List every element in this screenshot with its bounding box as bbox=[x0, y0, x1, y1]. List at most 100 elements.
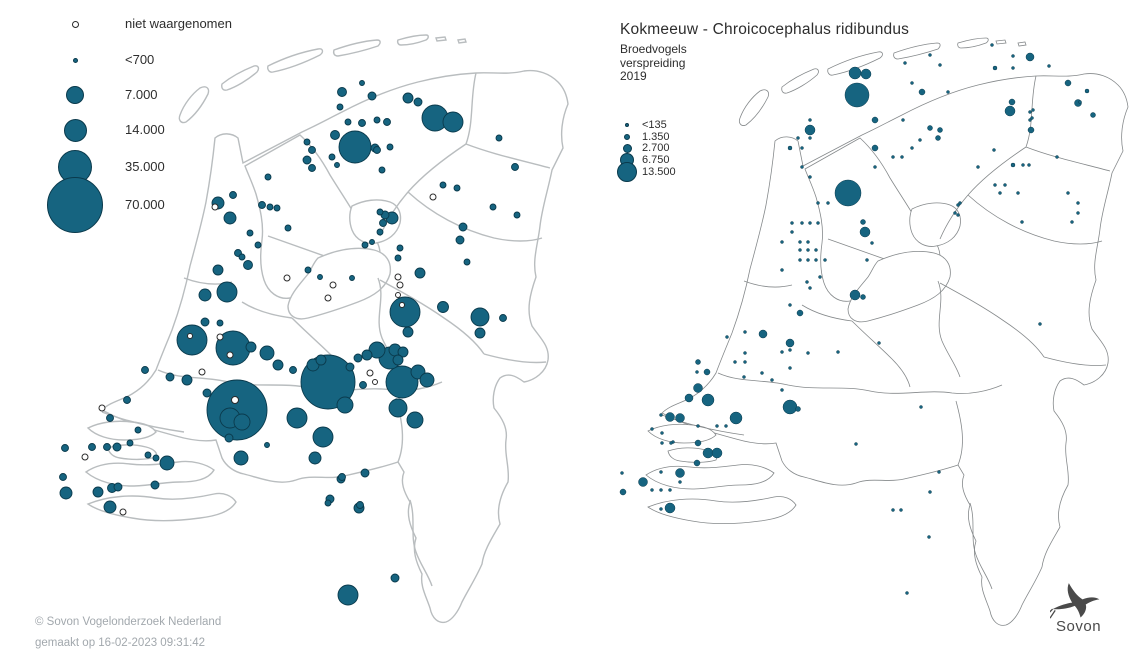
colony-bubble bbox=[489, 203, 497, 211]
wadden-island-ameland bbox=[893, 42, 941, 60]
colony-bubble bbox=[284, 224, 292, 232]
colony-bubble bbox=[499, 314, 507, 322]
distribution-dot bbox=[873, 165, 877, 169]
legend-circle bbox=[63, 118, 87, 142]
colony-bubble bbox=[308, 451, 322, 465]
generated-timestamp: gemaakt op 16-02-2023 09:31:42 bbox=[35, 637, 206, 649]
right-map bbox=[619, 37, 1129, 626]
distribution-dot bbox=[935, 135, 941, 141]
legend-label: 2.700 bbox=[642, 142, 670, 154]
colony-bubble bbox=[289, 366, 297, 374]
distribution-dot bbox=[665, 412, 675, 422]
colony-bubble bbox=[245, 341, 257, 353]
distribution-dot bbox=[928, 53, 932, 57]
distribution-dot bbox=[711, 447, 723, 459]
distribution-dot bbox=[684, 393, 694, 403]
colony-bubble bbox=[406, 411, 424, 429]
distribution-dot bbox=[743, 330, 747, 334]
colony-bubble bbox=[59, 473, 67, 481]
colony-bubble bbox=[337, 584, 359, 606]
distribution-dot bbox=[918, 138, 922, 142]
distribution-dot bbox=[780, 388, 784, 392]
colony-bubble bbox=[336, 103, 344, 111]
colony-bubble bbox=[229, 191, 237, 199]
colony-bubble bbox=[106, 414, 114, 422]
distribution-dot bbox=[1038, 322, 1042, 326]
legend-circle bbox=[71, 20, 79, 28]
not-observed-circle bbox=[399, 302, 405, 308]
distribution-dot bbox=[790, 221, 794, 225]
legend-label: 6.750 bbox=[642, 153, 670, 166]
distribution-dot bbox=[780, 268, 784, 272]
not-observed-circle bbox=[198, 368, 206, 376]
not-observed-circle bbox=[324, 294, 332, 302]
colony-bubble bbox=[334, 162, 340, 168]
distribution-dot bbox=[733, 360, 737, 364]
distribution-dot bbox=[660, 441, 664, 445]
distribution-dot bbox=[806, 351, 810, 355]
distribution-dot bbox=[659, 488, 663, 492]
distribution-dot bbox=[998, 191, 1002, 195]
colony-bubble bbox=[463, 258, 471, 266]
distribution-dot bbox=[638, 477, 648, 487]
not-observed-circle bbox=[394, 273, 402, 281]
distribution-dot bbox=[668, 488, 672, 492]
colony-bubble bbox=[103, 443, 111, 451]
border-groningen-drenthe bbox=[1025, 146, 1111, 172]
colony-bubble bbox=[330, 130, 340, 140]
not-observed-circle bbox=[396, 281, 404, 289]
distribution-dot bbox=[798, 248, 802, 252]
border-noordholland-utrecht bbox=[801, 304, 853, 322]
not-observed-circle bbox=[329, 281, 337, 289]
distribution-dot bbox=[798, 240, 802, 244]
not-observed-circle bbox=[211, 203, 219, 211]
not-observed-circle bbox=[372, 379, 378, 385]
distribution-dot bbox=[659, 470, 663, 474]
distribution-dot bbox=[956, 203, 960, 207]
distribution-dot bbox=[816, 201, 820, 205]
colony-bubble bbox=[259, 345, 275, 361]
colony-bubble bbox=[304, 266, 312, 274]
distribution-dot bbox=[946, 90, 950, 94]
colony-bubble bbox=[303, 138, 311, 146]
distribution-dot bbox=[758, 329, 768, 339]
colony-bubble bbox=[376, 228, 384, 236]
distribution-dot bbox=[694, 439, 702, 447]
colony-bubble bbox=[389, 296, 421, 328]
colony-bubble bbox=[337, 87, 347, 97]
distribution-dot bbox=[619, 488, 627, 496]
left-map-bubbles bbox=[59, 80, 521, 606]
legend-label: 1.350 bbox=[642, 130, 670, 143]
distribution-dot bbox=[849, 289, 861, 301]
distribution-dot bbox=[715, 424, 719, 428]
distribution-dot bbox=[806, 258, 810, 262]
right-map-bubbles bbox=[619, 43, 1096, 595]
distribution-dot bbox=[1027, 163, 1031, 167]
distribution-dot bbox=[814, 248, 818, 252]
distribution-dot bbox=[990, 43, 994, 47]
distribution-dot bbox=[1004, 105, 1016, 117]
distribution-dot bbox=[693, 383, 703, 393]
distribution-dot bbox=[1008, 98, 1016, 106]
legend-label: 7.000 bbox=[125, 87, 158, 102]
sovon-logo-text: Sovon bbox=[1056, 618, 1102, 635]
distribution-dot bbox=[928, 490, 932, 494]
distribution-dot bbox=[1003, 183, 1007, 187]
colony-bubble bbox=[386, 143, 394, 151]
distribution-dot bbox=[818, 275, 822, 279]
distribution-dot bbox=[871, 116, 879, 124]
distribution-dot bbox=[703, 368, 711, 376]
distribution-dot bbox=[958, 201, 962, 205]
distribution-dot bbox=[877, 341, 881, 345]
netherlands-outline-right bbox=[645, 37, 1129, 626]
colony-bubble bbox=[373, 116, 381, 124]
colony-bubble bbox=[315, 354, 327, 366]
distribution-dot bbox=[1076, 211, 1080, 215]
colony-bubble bbox=[495, 134, 503, 142]
wadden-island-texel bbox=[178, 86, 210, 124]
colony-bubble bbox=[419, 372, 435, 388]
legend-circle bbox=[622, 144, 632, 153]
border-overijssel-gelderland bbox=[379, 279, 485, 355]
distribution-dot bbox=[760, 371, 764, 375]
left-map bbox=[59, 34, 569, 624]
